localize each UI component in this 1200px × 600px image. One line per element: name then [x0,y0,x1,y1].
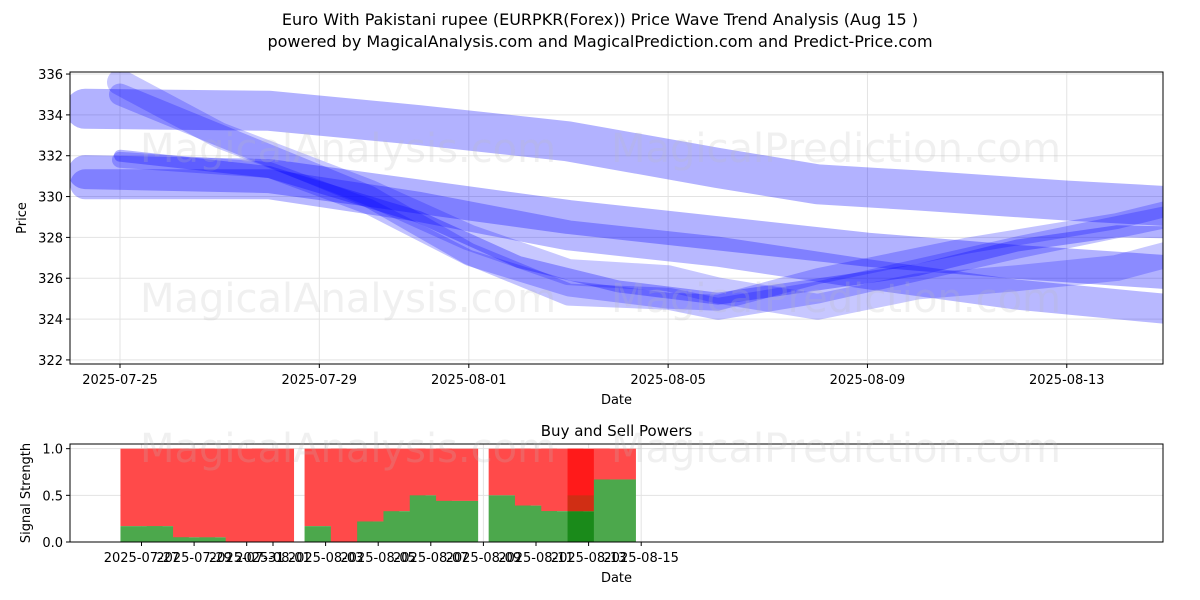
signal-x-tick-label: 2025-08-11 [498,551,574,566]
price-axes: 322 324 326 328 330 332 334 336 2025-07-25 2025-0… [15,68,1164,408]
watermark-text: MagicalAnalysis.com [140,276,556,322]
price-wave-band [70,155,1163,289]
watermark-text: MagicalAnalysis.com [140,426,556,472]
sell-power-bar [251,448,295,542]
price-x-tick-label: 2025-08-05 [630,373,706,388]
price-plot-area [70,72,1163,364]
price-wave-band [109,83,1163,320]
price-wave-band [70,88,1163,226]
watermark-text: MagicalPrediction.com [611,276,1061,322]
price-y-tick-label: 324 [38,313,63,328]
signal-y-tick-label: 0.0 [42,536,63,551]
signal-x-tick-label: 2025-08-13 [551,551,627,566]
price-x-tick-label: 2025-08-01 [431,373,507,388]
sell-power-bar [593,448,636,480]
watermark-text: MagicalAnalysis.com [140,126,556,172]
price-y-tick-label: 336 [38,68,63,83]
price-y-tick-label: 322 [38,354,63,369]
signal-y-tick-label: 0.5 [42,489,63,504]
buy-power-bar [199,537,242,542]
price-x-tick-label: 2025-08-09 [830,373,906,388]
price-wave-band [107,72,1163,320]
sell-power-bar [436,448,479,501]
signal-bars [70,444,1163,543]
price-x-tick-label: 2025-08-13 [1029,373,1105,388]
price-wave-bands [70,72,1163,324]
price-y-tick-label: 328 [38,231,63,246]
price-y-tick-label: 330 [38,191,63,206]
signal-y-axis-label: Signal Strength [19,443,34,543]
price-grid [70,72,1163,364]
signal-x-tick-label: 2025-08-03 [288,551,364,566]
price-x-axis-label: Date [601,393,632,408]
price-wave-band [70,169,1163,324]
watermark-text: MagicalPrediction.com [611,126,1061,172]
price-x-tick-label: 2025-07-25 [82,373,158,388]
signal-x-tick-label: 2025-08-15 [603,551,679,566]
buy-power-bar [593,479,636,542]
signal-x-tick-label: 2025-07-29 [156,551,232,566]
price-y-axis-label: Price [15,202,30,234]
signal-x-tick-label: 2025-08-07 [393,551,469,566]
buy-power-bar [173,537,216,542]
chart-title: Euro With Pakistani rupee (EURPKR(Forex)… [281,10,919,29]
signal-plot-frame [69,443,1164,543]
signal-axes: 0.00.51.02025-07-272025-07-292025-07-312… [19,422,1164,586]
signal-x-tick-label: 2025-08-01 [235,551,311,566]
signal-x-tick-label: 2025-08-05 [340,551,416,566]
signal-x-axis-label: Date [601,571,632,586]
signal-chart-title: Buy and Sell Powers [541,422,693,440]
signal-x-tick-label: 2025-07-31 [209,551,285,566]
signal-x-tick-label: 2025-07-27 [104,551,180,566]
watermarks: MagicalAnalysis.com MagicalPrediction.com… [140,126,1061,472]
price-y-tick-label: 332 [38,150,63,165]
price-x-tick-label: 2025-07-29 [282,373,358,388]
price-wave-band [114,149,1163,305]
price-plot-frame [69,71,1164,365]
chart-subtitle: powered by MagicalAnalysis.com and Magic… [267,32,933,51]
signal-x-tick-label: 2025-08-09 [446,551,522,566]
price-y-tick-label: 326 [38,272,63,287]
price-wave-band [112,151,1163,311]
buy-power-bar [436,500,479,542]
signal-y-tick-label: 1.0 [42,443,63,458]
watermark-text: MagicalPrediction.com [611,426,1061,472]
price-y-tick-label: 334 [38,109,63,124]
